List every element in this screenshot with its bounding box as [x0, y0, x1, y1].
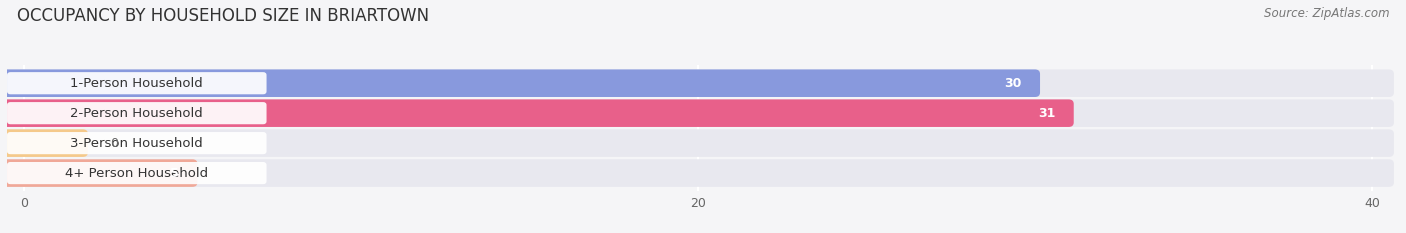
FancyBboxPatch shape [7, 102, 267, 124]
Text: 5: 5 [170, 167, 179, 180]
FancyBboxPatch shape [1, 69, 1393, 97]
FancyBboxPatch shape [1, 129, 89, 157]
FancyBboxPatch shape [1, 99, 1393, 127]
FancyBboxPatch shape [1, 159, 197, 187]
FancyBboxPatch shape [1, 159, 1393, 187]
FancyBboxPatch shape [1, 99, 1074, 127]
Text: 1-Person Household: 1-Person Household [70, 77, 202, 90]
FancyBboxPatch shape [7, 132, 267, 154]
FancyBboxPatch shape [1, 129, 1393, 157]
Text: 30: 30 [1004, 77, 1022, 90]
Text: 3-Person Household: 3-Person Household [70, 137, 202, 150]
FancyBboxPatch shape [7, 162, 267, 184]
Text: 31: 31 [1038, 107, 1054, 120]
Text: 2-Person Household: 2-Person Household [70, 107, 202, 120]
FancyBboxPatch shape [1, 69, 1040, 97]
Text: 0: 0 [110, 137, 118, 150]
FancyBboxPatch shape [7, 72, 267, 94]
Text: 4+ Person Household: 4+ Person Household [65, 167, 208, 180]
Text: OCCUPANCY BY HOUSEHOLD SIZE IN BRIARTOWN: OCCUPANCY BY HOUSEHOLD SIZE IN BRIARTOWN [17, 7, 429, 25]
Text: Source: ZipAtlas.com: Source: ZipAtlas.com [1264, 7, 1389, 20]
